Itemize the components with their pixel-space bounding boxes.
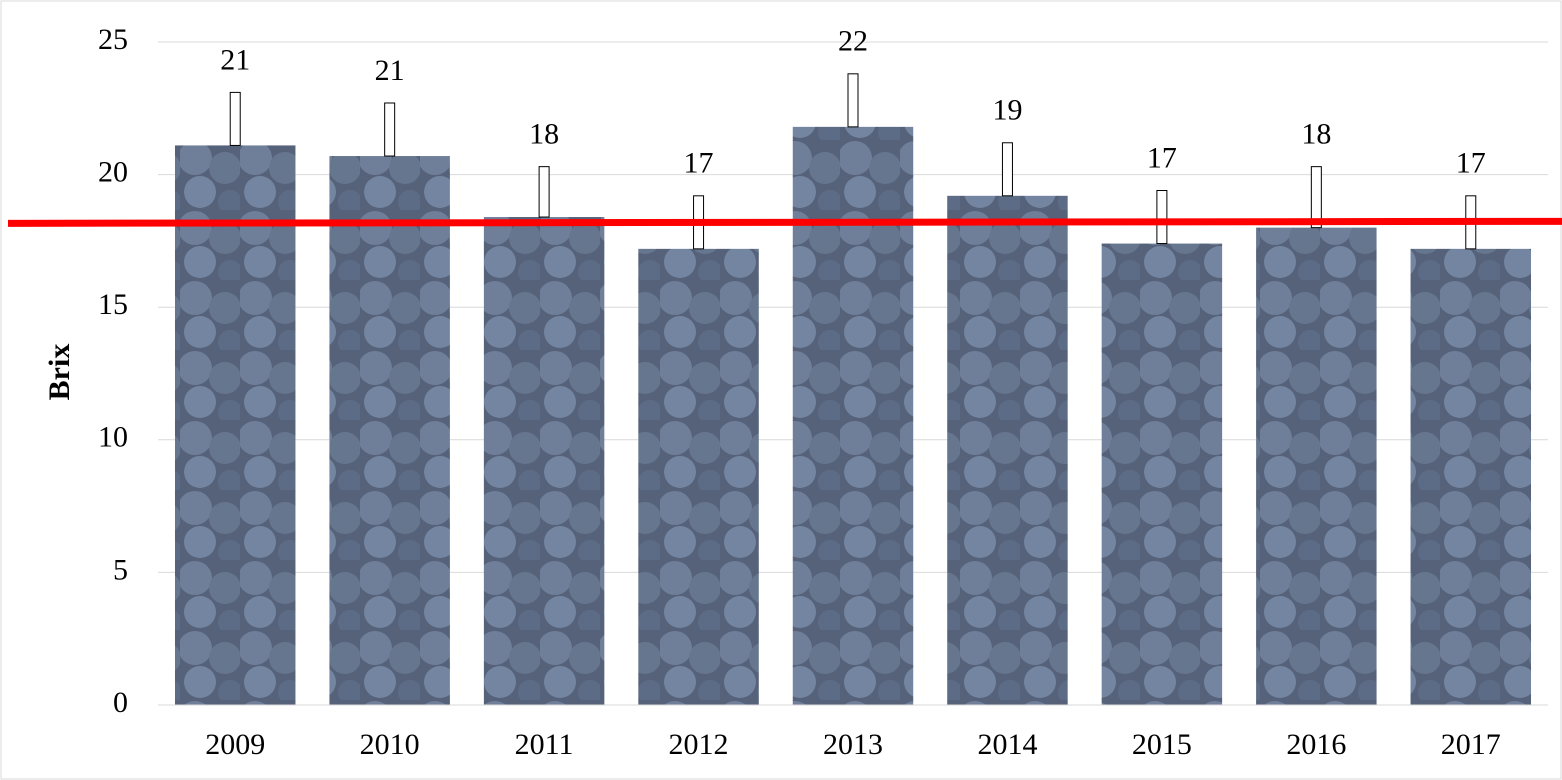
bar xyxy=(1256,227,1377,705)
data-label: 18 xyxy=(529,118,559,151)
bar xyxy=(1410,248,1532,705)
data-label: 21 xyxy=(375,54,405,87)
bar xyxy=(329,156,450,705)
x-tick-label: 2009 xyxy=(205,728,265,761)
bar xyxy=(947,195,1068,706)
error-bar xyxy=(384,102,396,157)
data-label: 18 xyxy=(1301,118,1331,151)
x-tick-label: 2017 xyxy=(1441,728,1501,761)
y-tick-label: 20 xyxy=(98,155,128,188)
data-label: 21 xyxy=(220,43,250,76)
data-label: 22 xyxy=(838,25,868,58)
data-label: 19 xyxy=(992,94,1022,127)
error-bar xyxy=(1156,190,1168,245)
x-tick-label: 2010 xyxy=(360,728,420,761)
y-tick-label: 0 xyxy=(113,686,128,719)
x-tick-label: 2015 xyxy=(1132,728,1192,761)
y-tick-label: 25 xyxy=(98,23,128,56)
x-tick-label: 2011 xyxy=(515,728,574,761)
error-bar xyxy=(538,166,550,218)
y-tick-label: 5 xyxy=(113,553,128,586)
x-tick-label: 2012 xyxy=(669,728,729,761)
y-tick-label: 10 xyxy=(98,421,128,454)
x-tick-label: 2013 xyxy=(823,728,883,761)
data-label: 17 xyxy=(1147,141,1177,174)
error-bar xyxy=(1310,166,1322,229)
y-tick-label: 15 xyxy=(98,288,128,321)
bar xyxy=(792,126,914,705)
reference-line xyxy=(7,217,1562,227)
y-axis-label: Brix xyxy=(43,344,76,401)
bar xyxy=(174,145,296,706)
bar xyxy=(638,248,759,705)
error-bar xyxy=(847,73,859,128)
bar xyxy=(1101,243,1223,705)
x-tick-label: 2014 xyxy=(977,728,1037,761)
error-bar xyxy=(1001,142,1013,197)
error-bar xyxy=(229,91,241,146)
x-tick-label: 2016 xyxy=(1286,728,1346,761)
data-label: 17 xyxy=(1456,147,1486,180)
bar xyxy=(483,217,605,706)
data-label: 17 xyxy=(684,147,714,180)
